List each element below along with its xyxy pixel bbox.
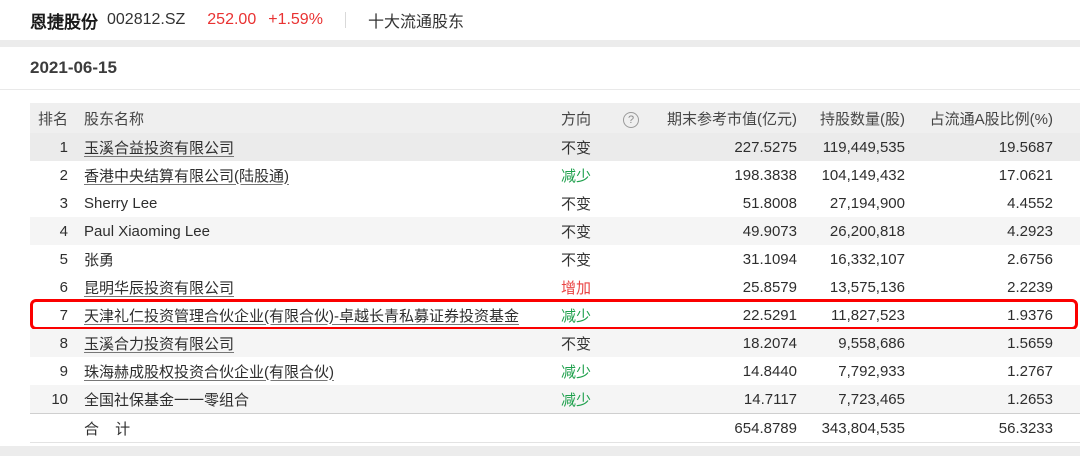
table-row: 1 玉溪合益投资有限公司 不变 227.5275 119,449,535 19.… xyxy=(30,133,1080,161)
table-row: 9 珠海赫成股权投资合伙企业(有限合伙) 减少 14.8440 7,792,93… xyxy=(30,357,1080,385)
stock-change-percent: +1.59% xyxy=(268,11,323,28)
ratio-of-float: 19.5687 xyxy=(998,138,1053,156)
stock-price: 252.00 xyxy=(207,11,257,28)
ratio-of-float: 1.2767 xyxy=(1007,362,1053,380)
direction-value: 减少 xyxy=(561,307,592,325)
shareholder-name-link[interactable]: 香港中央结算有限公司(陆股通) xyxy=(84,167,289,185)
stock-code: 002812.SZ xyxy=(107,11,186,28)
column-header-market-value: 期末参考市值(亿元) xyxy=(667,110,797,128)
table-row: 6 昆明华辰投资有限公司 增加 25.8579 13,575,136 2.223… xyxy=(30,273,1080,301)
total-shares: 343,804,535 xyxy=(821,419,905,437)
market-value: 25.8579 xyxy=(742,278,797,296)
table-body: 1 玉溪合益投资有限公司 不变 227.5275 119,449,535 19.… xyxy=(30,133,1080,413)
ratio-of-float: 4.4552 xyxy=(1007,194,1053,212)
row-rank: 5 xyxy=(59,250,68,268)
row-rank: 4 xyxy=(59,222,68,240)
row-rank: 10 xyxy=(51,390,68,408)
shares-held: 11,827,523 xyxy=(831,306,905,324)
shareholder-name-link[interactable]: 玉溪合益投资有限公司 xyxy=(84,139,235,157)
spacer xyxy=(0,90,1080,103)
shareholder-name: 张勇 xyxy=(84,251,115,269)
shares-held: 7,723,465 xyxy=(838,390,905,408)
divider xyxy=(344,12,346,28)
direction-value: 不变 xyxy=(561,251,592,269)
ratio-of-float: 4.2923 xyxy=(1007,222,1053,240)
column-header-shares: 持股数量(股) xyxy=(820,110,905,128)
direction-value: 增加 xyxy=(561,279,592,297)
shares-held: 119,449,535 xyxy=(822,138,905,156)
row-rank: 9 xyxy=(59,362,68,380)
shareholder-name-link[interactable]: 珠海赫成股权投资合伙企业(有限合伙) xyxy=(84,363,334,381)
table-row: 4 Paul Xiaoming Lee 不变 49.9073 26,200,81… xyxy=(30,217,1080,245)
column-header-ratio: 占流通A股比例(%) xyxy=(929,110,1053,128)
market-value: 227.5275 xyxy=(734,138,797,156)
table-row: 3 Sherry Lee 不变 51.8008 27,194,900 4.455… xyxy=(30,189,1080,217)
market-value: 22.5291 xyxy=(742,306,797,324)
section-gap xyxy=(0,40,1080,47)
shareholder-name-link[interactable]: 天津礼仁投资管理合伙企业(有限合伙)-卓越长青私募证券投资基金 xyxy=(84,307,519,325)
column-header-rank: 排名 xyxy=(37,110,68,128)
total-ratio: 56.3233 xyxy=(998,419,1053,437)
row-rank: 3 xyxy=(59,194,68,212)
direction-value: 不变 xyxy=(561,139,592,157)
content-panel: 2021-06-15 排名 股东名称 方向 ? 期末参考市值(亿元) 持股数量(… xyxy=(0,47,1080,446)
row-rank: 8 xyxy=(59,334,68,352)
market-value: 14.8440 xyxy=(742,362,797,380)
market-value: 14.7117 xyxy=(743,390,797,408)
row-rank: 1 xyxy=(59,138,68,156)
report-date: 2021-06-15 xyxy=(0,47,1080,90)
shareholder-name: Sherry Lee xyxy=(84,194,158,212)
help-icon[interactable]: ? xyxy=(623,112,639,128)
shares-held: 27,194,900 xyxy=(829,194,905,212)
shares-held: 9,558,686 xyxy=(838,334,905,352)
table-total-row: 合 计 654.8789 343,804,535 56.3233 xyxy=(30,413,1080,443)
stock-name: 恩捷股份 xyxy=(30,12,98,32)
direction-value: 减少 xyxy=(561,391,592,409)
shares-held: 16,332,107 xyxy=(829,250,905,268)
direction-value: 不变 xyxy=(561,335,592,353)
ratio-of-float: 17.0621 xyxy=(998,166,1053,184)
row-rank: 2 xyxy=(59,166,68,184)
shares-held: 104,149,432 xyxy=(821,166,905,184)
shareholder-name-link[interactable]: 玉溪合力投资有限公司 xyxy=(84,335,235,353)
column-header-shareholder-name: 股东名称 xyxy=(84,110,145,128)
row-rank: 6 xyxy=(59,278,68,296)
direction-value: 不变 xyxy=(561,223,592,241)
shareholder-name-link[interactable]: 昆明华辰投资有限公司 xyxy=(84,279,235,297)
table-row: 2 香港中央结算有限公司(陆股通) 减少 198.3838 104,149,43… xyxy=(30,161,1080,189)
direction-value: 减少 xyxy=(561,363,592,381)
market-value: 18.2074 xyxy=(742,334,797,352)
ratio-of-float: 1.9376 xyxy=(1007,306,1053,324)
market-value: 51.8008 xyxy=(742,194,797,212)
shares-held: 13,575,136 xyxy=(829,278,905,296)
shareholders-table: 排名 股东名称 方向 ? 期末参考市值(亿元) 持股数量(股) 占流通A股比例(… xyxy=(30,103,1080,443)
row-rank: 7 xyxy=(59,306,68,324)
shares-held: 7,792,933 xyxy=(838,362,905,380)
column-header-direction: 方向 xyxy=(561,110,592,128)
ratio-of-float: 1.2653 xyxy=(1007,390,1053,408)
table-row: 10 全国社保基金一一零组合 减少 14.7117 7,723,465 1.26… xyxy=(30,385,1080,413)
table-row-highlighted: 7 天津礼仁投资管理合伙企业(有限合伙)-卓越长青私募证券投资基金 减少 22.… xyxy=(30,299,1080,330)
shareholder-name: Paul Xiaoming Lee xyxy=(84,222,210,240)
table-row: 5 张勇 不变 31.1094 16,332,107 2.6756 xyxy=(30,245,1080,273)
table-header-row: 排名 股东名称 方向 ? 期末参考市值(亿元) 持股数量(股) 占流通A股比例(… xyxy=(30,103,1080,133)
shareholder-name: 全国社保基金一一零组合 xyxy=(84,391,250,409)
table-row: 8 玉溪合力投资有限公司 不变 18.2074 9,558,686 1.5659 xyxy=(30,329,1080,357)
shares-held: 26,200,818 xyxy=(829,222,905,240)
market-value: 31.1094 xyxy=(742,250,797,268)
total-label: 合 计 xyxy=(84,420,137,438)
direction-value: 减少 xyxy=(561,167,592,185)
direction-value: 不变 xyxy=(561,195,592,213)
ratio-of-float: 2.6756 xyxy=(1007,250,1053,268)
market-value: 198.3838 xyxy=(734,166,797,184)
tab-top-circulating-shareholders[interactable]: 十大流通股东 xyxy=(367,14,464,31)
total-market-value: 654.8789 xyxy=(734,419,797,437)
ratio-of-float: 1.5659 xyxy=(1007,334,1053,352)
top-bar: 恩捷股份 002812.SZ 252.00 +1.59% 十大流通股东 xyxy=(0,0,1080,40)
ratio-of-float: 2.2239 xyxy=(1007,278,1053,296)
market-value: 49.9073 xyxy=(742,222,797,240)
